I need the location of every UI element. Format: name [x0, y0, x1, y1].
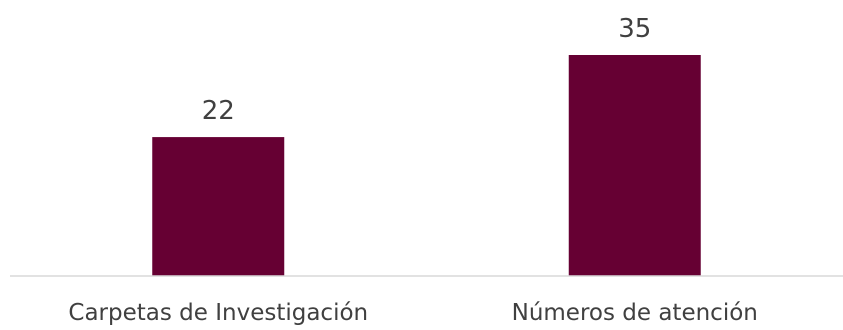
category-label-2: Números de atención	[512, 300, 758, 326]
bar-1	[152, 137, 285, 276]
data-labels-group: 22 35	[202, 14, 652, 126]
data-label-2: 35	[618, 14, 651, 44]
category-label-1: Carpetas de Investigación	[68, 300, 368, 326]
bars-group	[152, 55, 701, 276]
data-label-1: 22	[202, 96, 235, 126]
category-labels-group: Carpetas de Investigación Números de aten…	[68, 300, 757, 326]
bar-2	[568, 55, 701, 276]
